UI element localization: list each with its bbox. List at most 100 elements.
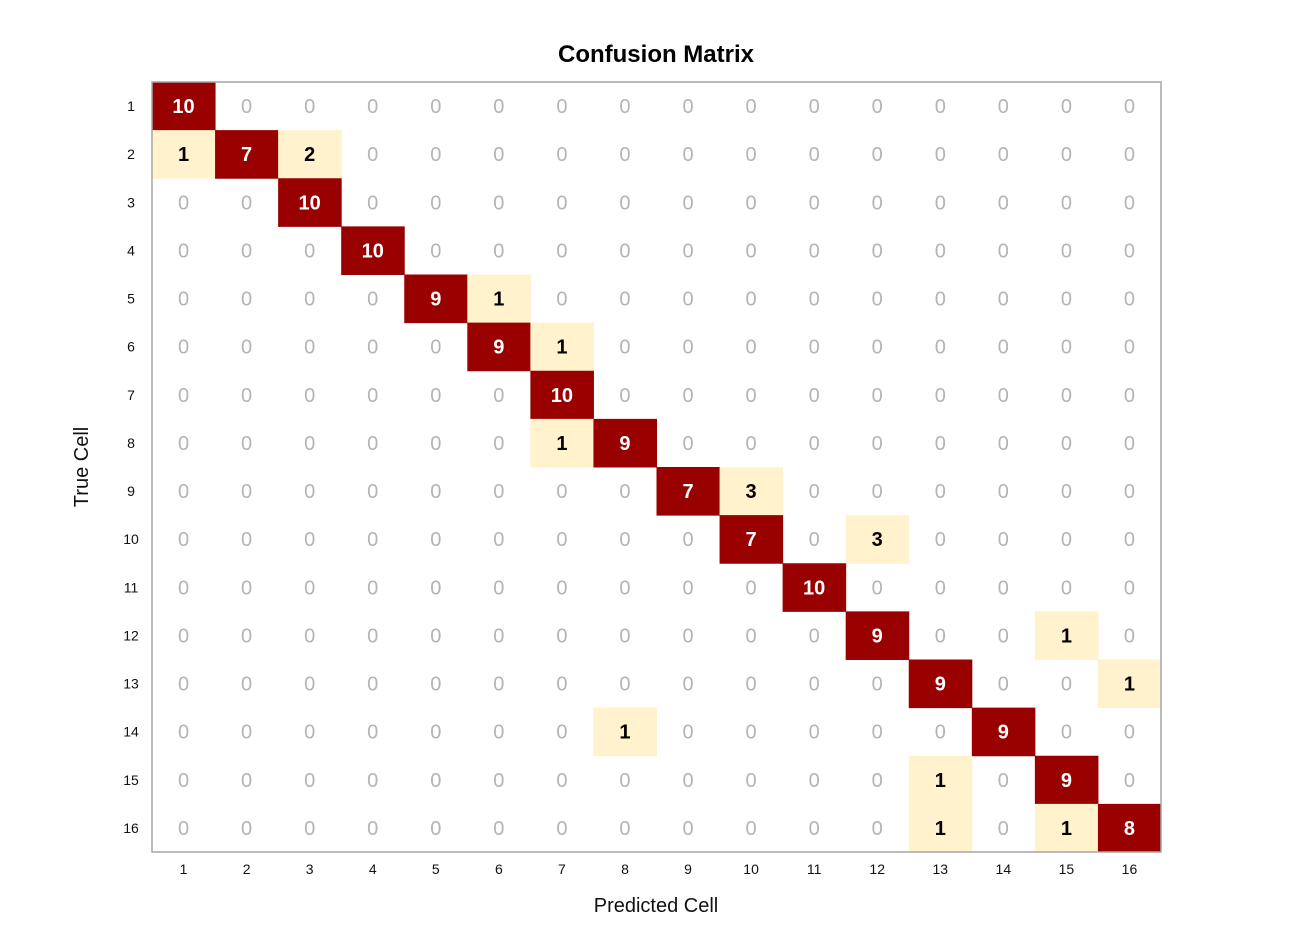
cell-value-16-13: 1 <box>935 818 946 840</box>
cell-value-9-7: 0 <box>556 481 567 503</box>
cell-value-3-5: 0 <box>430 192 441 214</box>
cell-value-1-16: 0 <box>1124 96 1135 118</box>
cell-value-6-9: 0 <box>682 337 693 359</box>
cell-value-5-15: 0 <box>1061 289 1072 311</box>
cell-value-1-13: 0 <box>935 96 946 118</box>
cell-value-1-12: 0 <box>872 96 883 118</box>
cell-value-11-2: 0 <box>241 577 252 599</box>
cell-value-3-4: 0 <box>367 192 378 214</box>
cell-value-10-5: 0 <box>430 529 441 551</box>
cell-value-7-6: 0 <box>493 385 504 407</box>
cell-value-8-7: 1 <box>556 433 567 455</box>
cell-value-15-9: 0 <box>682 770 693 792</box>
cell-value-8-3: 0 <box>304 433 315 455</box>
cell-value-4-12: 0 <box>872 240 883 262</box>
cell-value-14-15: 0 <box>1061 722 1072 744</box>
cell-value-6-1: 0 <box>178 337 189 359</box>
cell-value-10-11: 0 <box>809 529 820 551</box>
y-tick-label: 6 <box>127 339 135 355</box>
cell-value-9-9: 7 <box>682 481 693 503</box>
cell-value-5-10: 0 <box>746 289 757 311</box>
cell-value-2-6: 0 <box>493 144 504 166</box>
cell-value-5-16: 0 <box>1124 289 1135 311</box>
cell-value-5-14: 0 <box>998 289 1009 311</box>
cell-value-14-8: 1 <box>619 722 630 744</box>
y-tick-label: 12 <box>123 627 139 643</box>
cell-value-16-1: 0 <box>178 818 189 840</box>
cell-value-3-2: 0 <box>241 192 252 214</box>
cell-value-12-3: 0 <box>304 625 315 647</box>
cell-value-15-16: 0 <box>1124 770 1135 792</box>
cell-value-11-12: 0 <box>872 577 883 599</box>
x-tick-label: 4 <box>369 861 377 877</box>
cell-value-1-7: 0 <box>556 96 567 118</box>
x-tick-label: 13 <box>932 861 948 877</box>
y-tick-label: 16 <box>123 820 139 836</box>
cell-value-14-4: 0 <box>367 722 378 744</box>
cell-value-8-15: 0 <box>1061 433 1072 455</box>
cell-value-4-8: 0 <box>619 240 630 262</box>
heatmap-cell-16-15 <box>1034 803 1099 853</box>
cell-value-9-8: 0 <box>619 481 630 503</box>
cell-value-2-10: 0 <box>746 144 757 166</box>
cell-value-13-10: 0 <box>746 674 757 696</box>
cell-value-14-3: 0 <box>304 722 315 744</box>
cell-value-14-6: 0 <box>493 722 504 744</box>
cell-value-15-13: 1 <box>935 770 946 792</box>
cell-value-6-10: 0 <box>746 337 757 359</box>
cell-value-4-9: 0 <box>682 240 693 262</box>
cell-value-2-16: 0 <box>1124 144 1135 166</box>
cell-value-10-2: 0 <box>241 529 252 551</box>
cell-value-3-7: 0 <box>556 192 567 214</box>
cell-value-5-3: 0 <box>304 289 315 311</box>
x-axis-label: Predicted Cell <box>594 895 719 917</box>
cell-value-13-2: 0 <box>241 674 252 696</box>
cell-value-7-14: 0 <box>998 385 1009 407</box>
x-tick-label: 7 <box>558 861 566 877</box>
cell-value-10-13: 0 <box>935 529 946 551</box>
y-tick-label: 1 <box>127 98 135 114</box>
cell-value-4-15: 0 <box>1061 240 1072 262</box>
cell-value-3-3: 10 <box>299 192 321 214</box>
cell-value-12-12: 9 <box>872 625 883 647</box>
cell-value-14-12: 0 <box>872 722 883 744</box>
cell-value-4-6: 0 <box>493 240 504 262</box>
cell-value-6-15: 0 <box>1061 337 1072 359</box>
cell-value-15-10: 0 <box>746 770 757 792</box>
cell-value-15-15: 9 <box>1061 770 1072 792</box>
cell-value-8-10: 0 <box>746 433 757 455</box>
cell-value-14-16: 0 <box>1124 722 1135 744</box>
cell-value-11-4: 0 <box>367 577 378 599</box>
cell-value-5-4: 0 <box>367 289 378 311</box>
cell-value-9-2: 0 <box>241 481 252 503</box>
cell-value-14-13: 0 <box>935 722 946 744</box>
cell-value-16-2: 0 <box>241 818 252 840</box>
cell-value-5-9: 0 <box>682 289 693 311</box>
y-tick-label: 11 <box>124 579 139 595</box>
cell-value-9-1: 0 <box>178 481 189 503</box>
cell-value-7-8: 0 <box>619 385 630 407</box>
cell-value-5-7: 0 <box>556 289 567 311</box>
y-tick-label: 7 <box>127 387 135 403</box>
cell-value-3-15: 0 <box>1061 192 1072 214</box>
cell-value-11-14: 0 <box>998 577 1009 599</box>
x-tick-label: 6 <box>495 861 503 877</box>
cell-value-3-13: 0 <box>935 192 946 214</box>
cell-value-12-15: 1 <box>1061 625 1072 647</box>
cell-value-13-14: 0 <box>998 674 1009 696</box>
cell-value-9-16: 0 <box>1124 481 1135 503</box>
cell-value-1-3: 0 <box>304 96 315 118</box>
cell-value-16-5: 0 <box>430 818 441 840</box>
cell-value-6-7: 1 <box>556 337 567 359</box>
cell-value-9-6: 0 <box>493 481 504 503</box>
cell-value-1-10: 0 <box>746 96 757 118</box>
cell-value-11-16: 0 <box>1124 577 1135 599</box>
cell-value-13-11: 0 <box>809 674 820 696</box>
cell-value-14-1: 0 <box>178 722 189 744</box>
cell-value-8-16: 0 <box>1124 433 1135 455</box>
y-tick-label: 14 <box>123 724 139 740</box>
cell-value-8-11: 0 <box>809 433 820 455</box>
cell-value-6-2: 0 <box>241 337 252 359</box>
